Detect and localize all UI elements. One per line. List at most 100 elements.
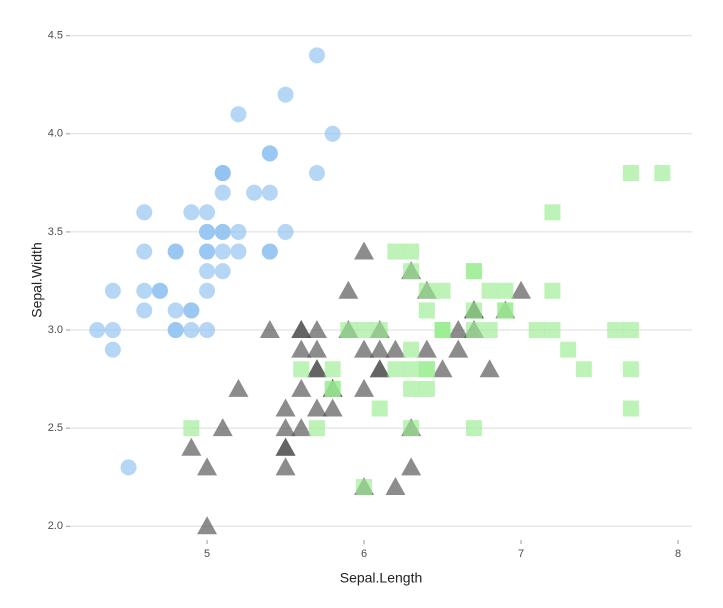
x-axis-title: Sepal.Length bbox=[340, 570, 423, 586]
point bbox=[371, 322, 388, 339]
point bbox=[261, 184, 278, 201]
point bbox=[528, 322, 545, 339]
point bbox=[214, 243, 231, 260]
point bbox=[104, 282, 121, 299]
point bbox=[654, 165, 671, 182]
point bbox=[465, 420, 482, 437]
point bbox=[306, 320, 327, 339]
point bbox=[465, 302, 482, 319]
point bbox=[197, 516, 218, 535]
x-tick-label: 6 bbox=[361, 548, 367, 560]
point bbox=[403, 420, 420, 437]
point bbox=[511, 280, 532, 299]
point bbox=[418, 361, 435, 378]
point bbox=[199, 322, 216, 339]
point bbox=[277, 86, 294, 103]
point bbox=[403, 263, 420, 280]
point bbox=[403, 380, 420, 397]
x-tick-label: 7 bbox=[518, 548, 524, 560]
point bbox=[197, 457, 218, 476]
point bbox=[356, 322, 373, 339]
point bbox=[261, 145, 278, 162]
point bbox=[275, 437, 296, 456]
point bbox=[308, 420, 325, 437]
point bbox=[387, 243, 404, 260]
point bbox=[434, 322, 451, 339]
point bbox=[308, 165, 325, 182]
point bbox=[291, 339, 312, 358]
point bbox=[183, 322, 200, 339]
point bbox=[481, 322, 498, 339]
point bbox=[104, 341, 121, 358]
point bbox=[199, 282, 216, 299]
point bbox=[228, 378, 249, 397]
point bbox=[465, 263, 482, 280]
point bbox=[354, 378, 375, 397]
point bbox=[214, 184, 231, 201]
point bbox=[607, 322, 624, 339]
point bbox=[432, 359, 453, 378]
point bbox=[544, 322, 561, 339]
point bbox=[167, 302, 184, 319]
point bbox=[354, 241, 375, 260]
point bbox=[183, 204, 200, 221]
point bbox=[324, 380, 341, 397]
y-tick-label: 4.5 bbox=[48, 30, 63, 42]
point bbox=[306, 339, 327, 358]
point bbox=[403, 243, 420, 260]
point bbox=[575, 361, 592, 378]
point bbox=[259, 320, 280, 339]
point bbox=[622, 165, 639, 182]
point bbox=[230, 223, 247, 240]
point bbox=[181, 437, 202, 456]
point bbox=[465, 322, 482, 339]
point bbox=[356, 479, 373, 496]
point bbox=[293, 361, 310, 378]
point bbox=[324, 361, 341, 378]
point bbox=[418, 302, 435, 319]
point bbox=[230, 243, 247, 260]
y-tick-label: 3.0 bbox=[48, 324, 63, 336]
point bbox=[275, 398, 296, 417]
point bbox=[291, 320, 312, 339]
point bbox=[418, 380, 435, 397]
point bbox=[308, 47, 325, 64]
point bbox=[622, 400, 639, 417]
point bbox=[338, 280, 359, 299]
point bbox=[275, 418, 296, 437]
point bbox=[387, 361, 404, 378]
y-tick-label: 2.0 bbox=[48, 520, 63, 532]
point bbox=[622, 361, 639, 378]
point bbox=[214, 165, 231, 182]
point bbox=[448, 320, 469, 339]
x-tick-label: 8 bbox=[675, 548, 681, 560]
point bbox=[136, 282, 153, 299]
point bbox=[136, 302, 153, 319]
point bbox=[416, 339, 437, 358]
point bbox=[104, 322, 121, 339]
point bbox=[479, 359, 500, 378]
point bbox=[560, 341, 577, 358]
point bbox=[371, 400, 388, 417]
point bbox=[136, 204, 153, 221]
point bbox=[183, 302, 200, 319]
point bbox=[481, 282, 498, 299]
point bbox=[291, 378, 312, 397]
point bbox=[306, 398, 327, 417]
point bbox=[369, 339, 390, 358]
point bbox=[261, 243, 278, 260]
point bbox=[199, 263, 216, 280]
point bbox=[120, 459, 137, 476]
point bbox=[89, 322, 106, 339]
point bbox=[275, 457, 296, 476]
point bbox=[183, 420, 200, 437]
point bbox=[167, 322, 184, 339]
point bbox=[136, 243, 153, 260]
point bbox=[199, 243, 216, 260]
x-tick-label: 5 bbox=[204, 548, 210, 560]
point bbox=[354, 339, 375, 358]
point bbox=[322, 398, 343, 417]
point bbox=[214, 223, 231, 240]
point bbox=[401, 457, 422, 476]
